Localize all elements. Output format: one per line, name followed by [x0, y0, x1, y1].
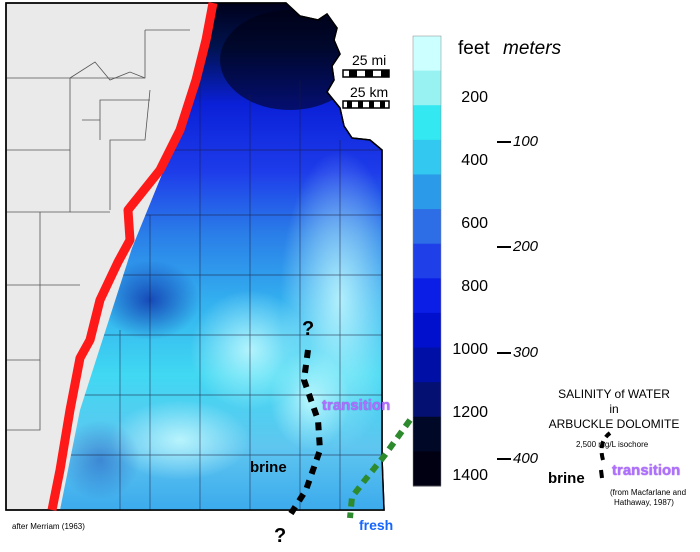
feet-tick: 400: [461, 152, 488, 169]
legend-color-swatch: [413, 209, 441, 245]
scale-bar-km: [342, 100, 390, 109]
scale-miles-label: 25 mi: [352, 52, 387, 68]
legend-color-swatch: [413, 36, 441, 72]
scale-bar-miles: [342, 69, 390, 78]
question-mark-south: ?: [274, 525, 287, 547]
fresh-zone-label: fresh: [359, 517, 394, 533]
feet-tick: 600: [461, 215, 488, 232]
salinity-title-line1: SALINITY of WATER: [558, 387, 670, 401]
salinity-title-line3: ARBUCKLE DOLOMITE: [548, 417, 680, 431]
isochore-key-symbol: [599, 431, 612, 461]
scale-km-label: 25 km: [350, 84, 389, 100]
fresh-boundary: [347, 418, 413, 519]
legend-feet-title: feet: [458, 38, 490, 59]
key-source-line2: Hathaway, 1987): [614, 498, 674, 507]
legend-color-swatch: [413, 105, 441, 141]
legend-meters-title: meters: [503, 38, 562, 59]
legend-color-swatch: [413, 174, 441, 210]
legend-color-swatch: [413, 347, 441, 383]
legend-color-swatch: [413, 70, 441, 106]
legend-color-swatch: [413, 139, 441, 175]
question-mark-north: ?: [302, 318, 315, 340]
feet-tick: 1200: [452, 404, 488, 421]
isochore-label: 2,500 mg/L isochore: [576, 440, 649, 449]
map-credit: after Merriam (1963): [12, 522, 85, 531]
meter-tick: 100: [497, 133, 538, 150]
feet-tick: 1000: [452, 341, 488, 358]
transition-zone-label: transition: [322, 397, 391, 414]
meter-tick: 300: [497, 344, 538, 361]
salinity-title-line2: in: [609, 402, 619, 416]
fault-line: [47, 2, 218, 511]
county-lines-west: [6, 29, 190, 431]
feet-tick: 1400: [452, 467, 488, 484]
feet-tick: 800: [461, 278, 488, 295]
brine-transition-boundary: [287, 349, 324, 517]
key-transition-label: transition: [612, 462, 681, 479]
legend-color-swatch: [413, 382, 441, 418]
meter-tick: 200: [497, 238, 538, 255]
brine-zone-label: brine: [250, 459, 287, 476]
legend-color-swatch: [413, 312, 441, 349]
depth-legend-bar: [412, 35, 442, 487]
key-brine-label: brine: [548, 470, 585, 487]
feet-tick: 200: [461, 89, 488, 106]
key-source-line1: (from Macfarlane and: [610, 488, 687, 497]
meter-tick: 400: [497, 450, 538, 467]
legend-color-swatch: [413, 451, 441, 487]
legend-color-swatch: [413, 416, 441, 452]
legend-color-swatch: [413, 278, 441, 314]
legend-color-swatch: [413, 243, 441, 279]
